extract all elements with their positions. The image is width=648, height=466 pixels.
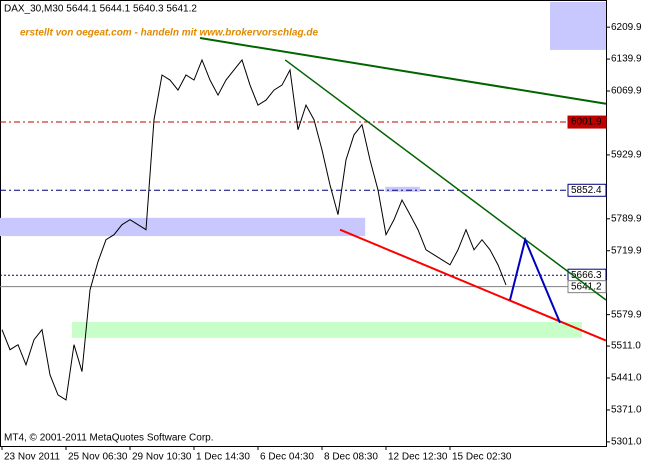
zone — [72, 321, 582, 338]
x-tick-label: 8 Dec 08:30 — [324, 452, 378, 463]
price-level-box — [567, 115, 607, 129]
zone — [550, 2, 606, 50]
chart-title: DAX_30,M30 5644.1 5644.1 5640.3 5641.2 — [4, 4, 197, 15]
x-tick-label: 6 Dec 04:30 — [260, 452, 314, 463]
x-tick-label: 12 Dec 12:30 — [388, 452, 448, 463]
y-tick-label: 5719.9 — [611, 245, 642, 256]
trendline — [339, 228, 607, 342]
price-level-label: 5852.4 — [571, 185, 602, 196]
footer: MT4, © 2001-2011 MetaQuotes Software Cor… — [4, 433, 214, 444]
y-tick-label: 5371.0 — [611, 405, 642, 416]
price-level-label: 5666.3 — [571, 270, 602, 281]
y-tick-label: 5301.0 — [611, 437, 642, 448]
x-tick-label: 23 Nov 2011 — [4, 452, 60, 463]
y-tick-label: 6069.9 — [611, 86, 642, 97]
y-tick-label: 6139.9 — [611, 54, 642, 65]
y-tick-label: 5511.0 — [611, 341, 641, 352]
y-tick-label: 5441.0 — [611, 373, 642, 384]
price-line — [1, 58, 507, 401]
watermark: erstellt von oegeat.com - handeln mit ww… — [20, 28, 318, 39]
trendline — [199, 37, 607, 105]
x-tick-label: 1 Dec 14:30 — [196, 452, 250, 463]
price-level-label: 6001.9 — [571, 117, 602, 128]
y-tick-label: 5929.9 — [611, 150, 642, 161]
y-tick-label: 6209.9 — [611, 22, 642, 33]
trendline — [284, 59, 607, 301]
y-tick-label: 5579.9 — [611, 309, 642, 320]
price-level-label: 5641.2 — [571, 281, 602, 292]
price-level-box — [567, 183, 607, 197]
x-tick-label: 25 Nov 06:30 — [68, 452, 128, 463]
trendline — [509, 236, 561, 324]
y-tick-label: 5789.9 — [611, 213, 642, 224]
zone — [0, 217, 366, 237]
x-tick-label: 15 Dec 02:30 — [452, 452, 512, 463]
x-tick-label: 29 Nov 10:30 — [132, 452, 192, 463]
zone — [385, 186, 420, 192]
